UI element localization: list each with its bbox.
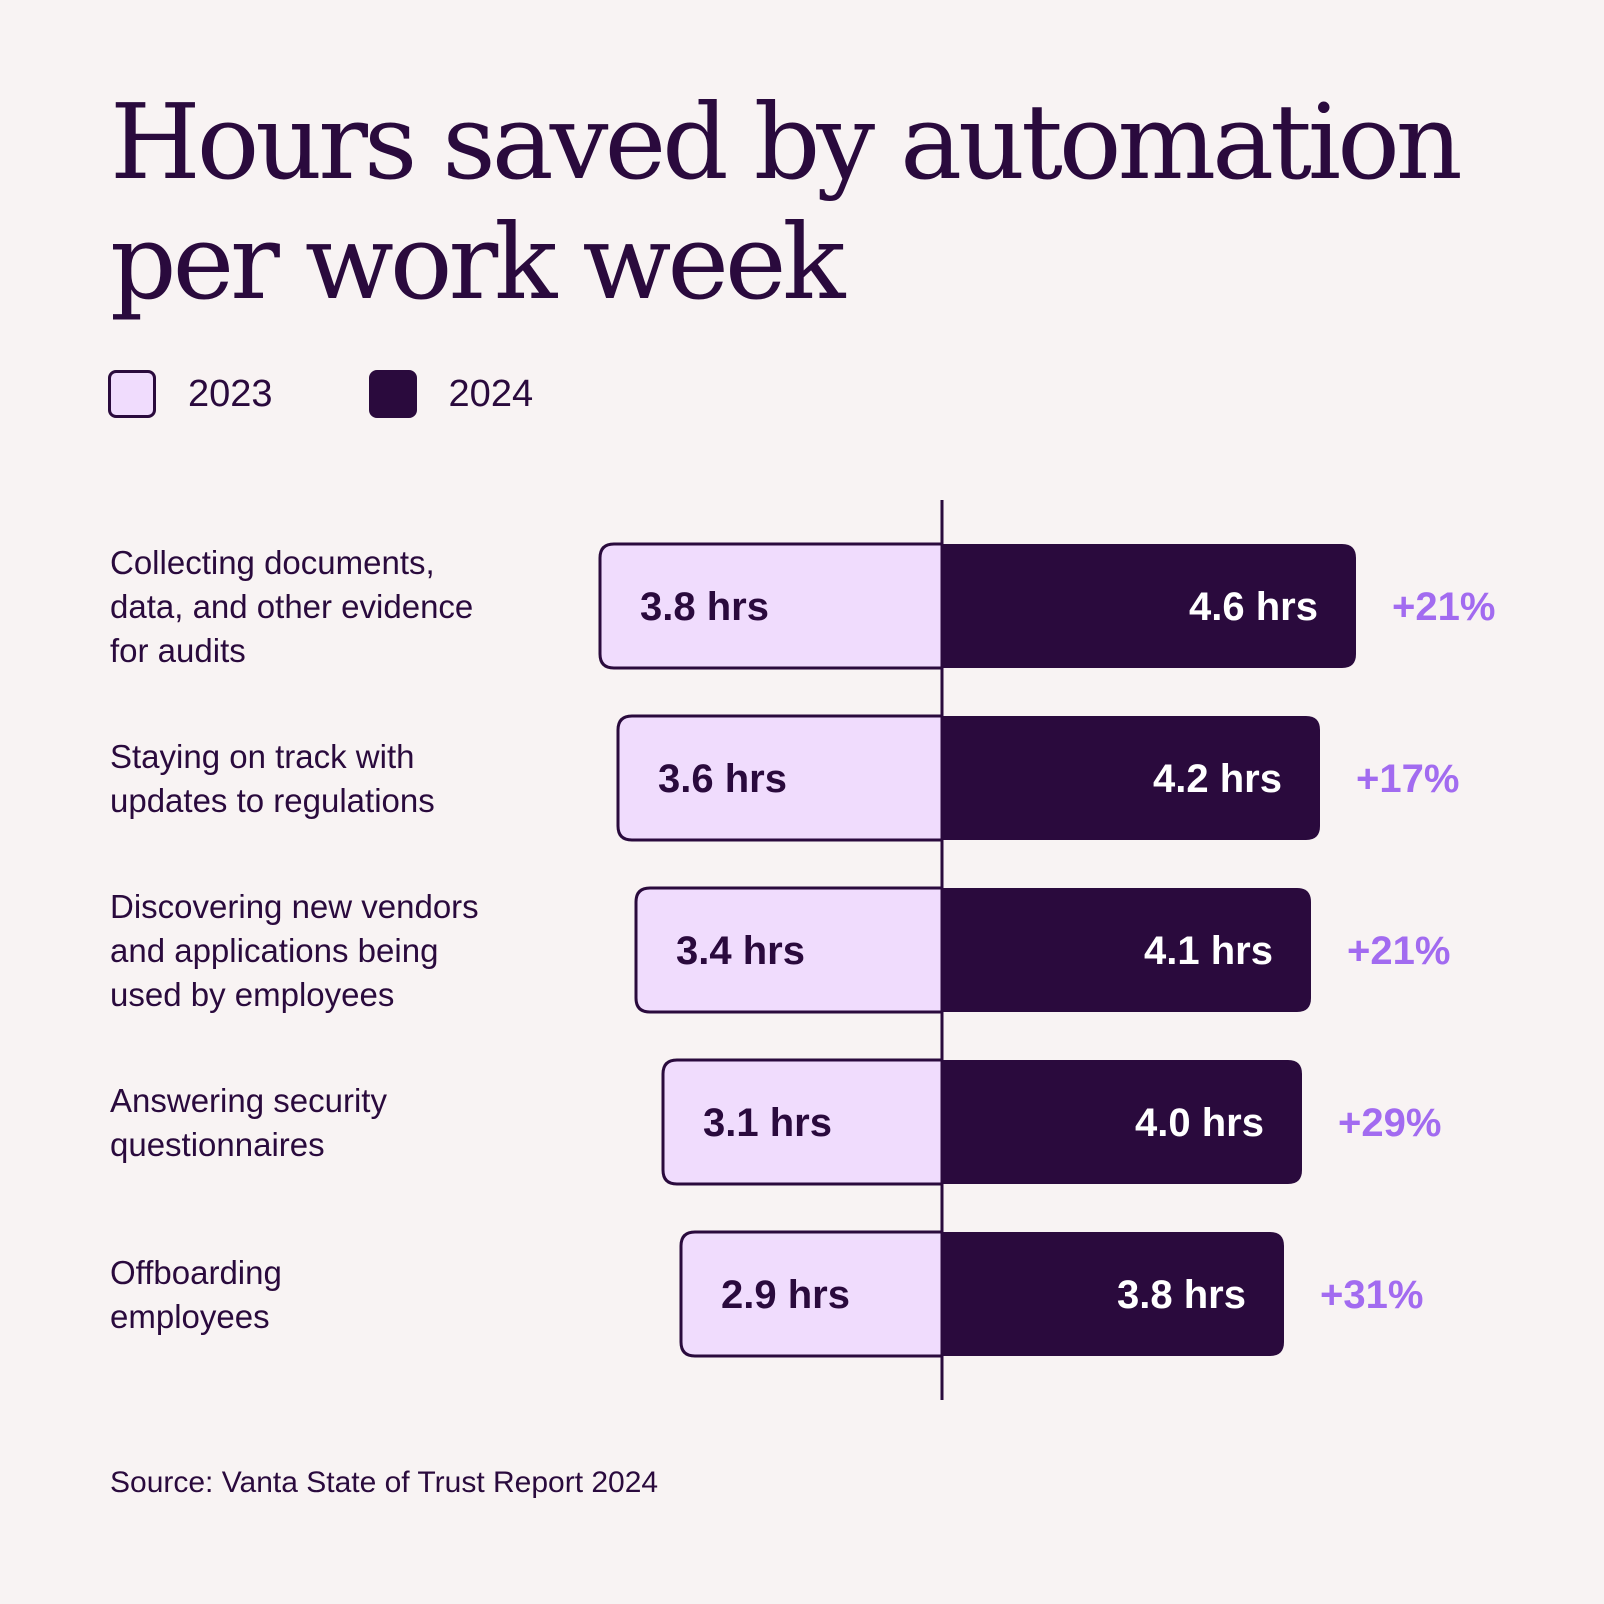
category-label: Answering security questionnaires [110,1082,387,1163]
category-label-line: data, and other evidence [110,588,473,625]
percent-change-label: +21% [1392,585,1495,629]
value-label-2023: 3.4 hrs [676,929,805,973]
category-label-line: employees [110,1298,270,1335]
percent-change-label: +29% [1338,1101,1441,1145]
legend: 2023 2024 [108,368,629,420]
legend-label-2023: 2023 [188,372,273,415]
value-label-2023: 3.8 hrs [640,585,769,629]
bar-2023 [679,1230,944,1358]
category-label-line: Staying on track with [110,738,414,775]
legend-item-2023: 2023 [108,370,273,418]
category-label-line: Discovering new vendors [110,888,479,925]
category-label-line: for audits [110,632,246,669]
legend-label-2024: 2024 [448,372,534,415]
category-label: Staying on track with updates to regulati… [110,738,435,819]
bar-2023 [616,714,944,842]
value-label-2023: 3.6 hrs [658,757,787,801]
bar-2024 [942,1232,1284,1356]
percent-change-label: +17% [1356,757,1459,801]
percent-change-label: +31% [1320,1273,1423,1317]
value-label-2023: 3.1 hrs [703,1101,832,1145]
value-label-2024: 4.1 hrs [1144,929,1273,973]
value-label-2024: 4.6 hrs [1189,585,1318,629]
value-label-2024: 3.8 hrs [1117,1273,1246,1317]
bar-2024 [942,888,1311,1012]
bar-2023 [634,886,944,1014]
category-label-line: Collecting documents, [110,544,435,581]
value-label-2023: 2.9 hrs [721,1273,850,1317]
source-note: Source: Vanta State of Trust Report 2024 [110,1466,659,1499]
bar-2024 [942,716,1320,840]
legend-item-2024: 2024 [368,370,534,418]
legend-swatch-2023 [108,370,156,418]
chart-title: Hours saved by automation per work week [110,82,1510,322]
value-label-2024: 4.2 hrs [1153,757,1282,801]
category-label-line: Offboarding [110,1254,282,1291]
bar-2024 [942,544,1356,668]
category-label-line: Answering security [110,1082,387,1119]
bar-2023 [598,542,944,670]
chart-title-line-1: Hours saved by automation [110,81,1463,203]
legend-swatch-2024 [368,370,417,418]
value-label-2024: 4.0 hrs [1135,1101,1264,1145]
bar-2024 [942,1060,1302,1184]
category-label-line: and applications being [110,932,438,969]
chart-title-line-2: per work week [110,201,845,323]
category-label-line: questionnaires [110,1126,325,1163]
category-label-line: updates to regulations [110,782,435,819]
category-label-line: used by employees [110,976,394,1013]
category-label: Collecting documents, data, and other evi… [110,544,473,669]
bar-2023 [661,1058,944,1186]
category-label: Offboarding employees [110,1254,282,1335]
percent-change-label: +21% [1347,929,1450,973]
category-label: Discovering new vendors and applications … [110,888,479,1013]
